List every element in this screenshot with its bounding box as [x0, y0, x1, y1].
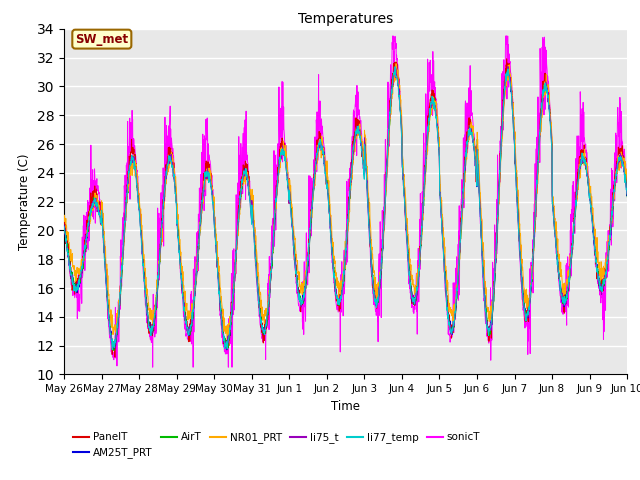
Title: Temperatures: Temperatures — [298, 12, 393, 26]
Legend: PanelT, AM25T_PRT, AirT, NR01_PRT, li75_t, li77_temp, sonicT: PanelT, AM25T_PRT, AirT, NR01_PRT, li75_… — [69, 428, 484, 462]
Y-axis label: Temperature (C): Temperature (C) — [18, 153, 31, 250]
X-axis label: Time: Time — [331, 400, 360, 413]
Text: SW_met: SW_met — [76, 33, 129, 46]
